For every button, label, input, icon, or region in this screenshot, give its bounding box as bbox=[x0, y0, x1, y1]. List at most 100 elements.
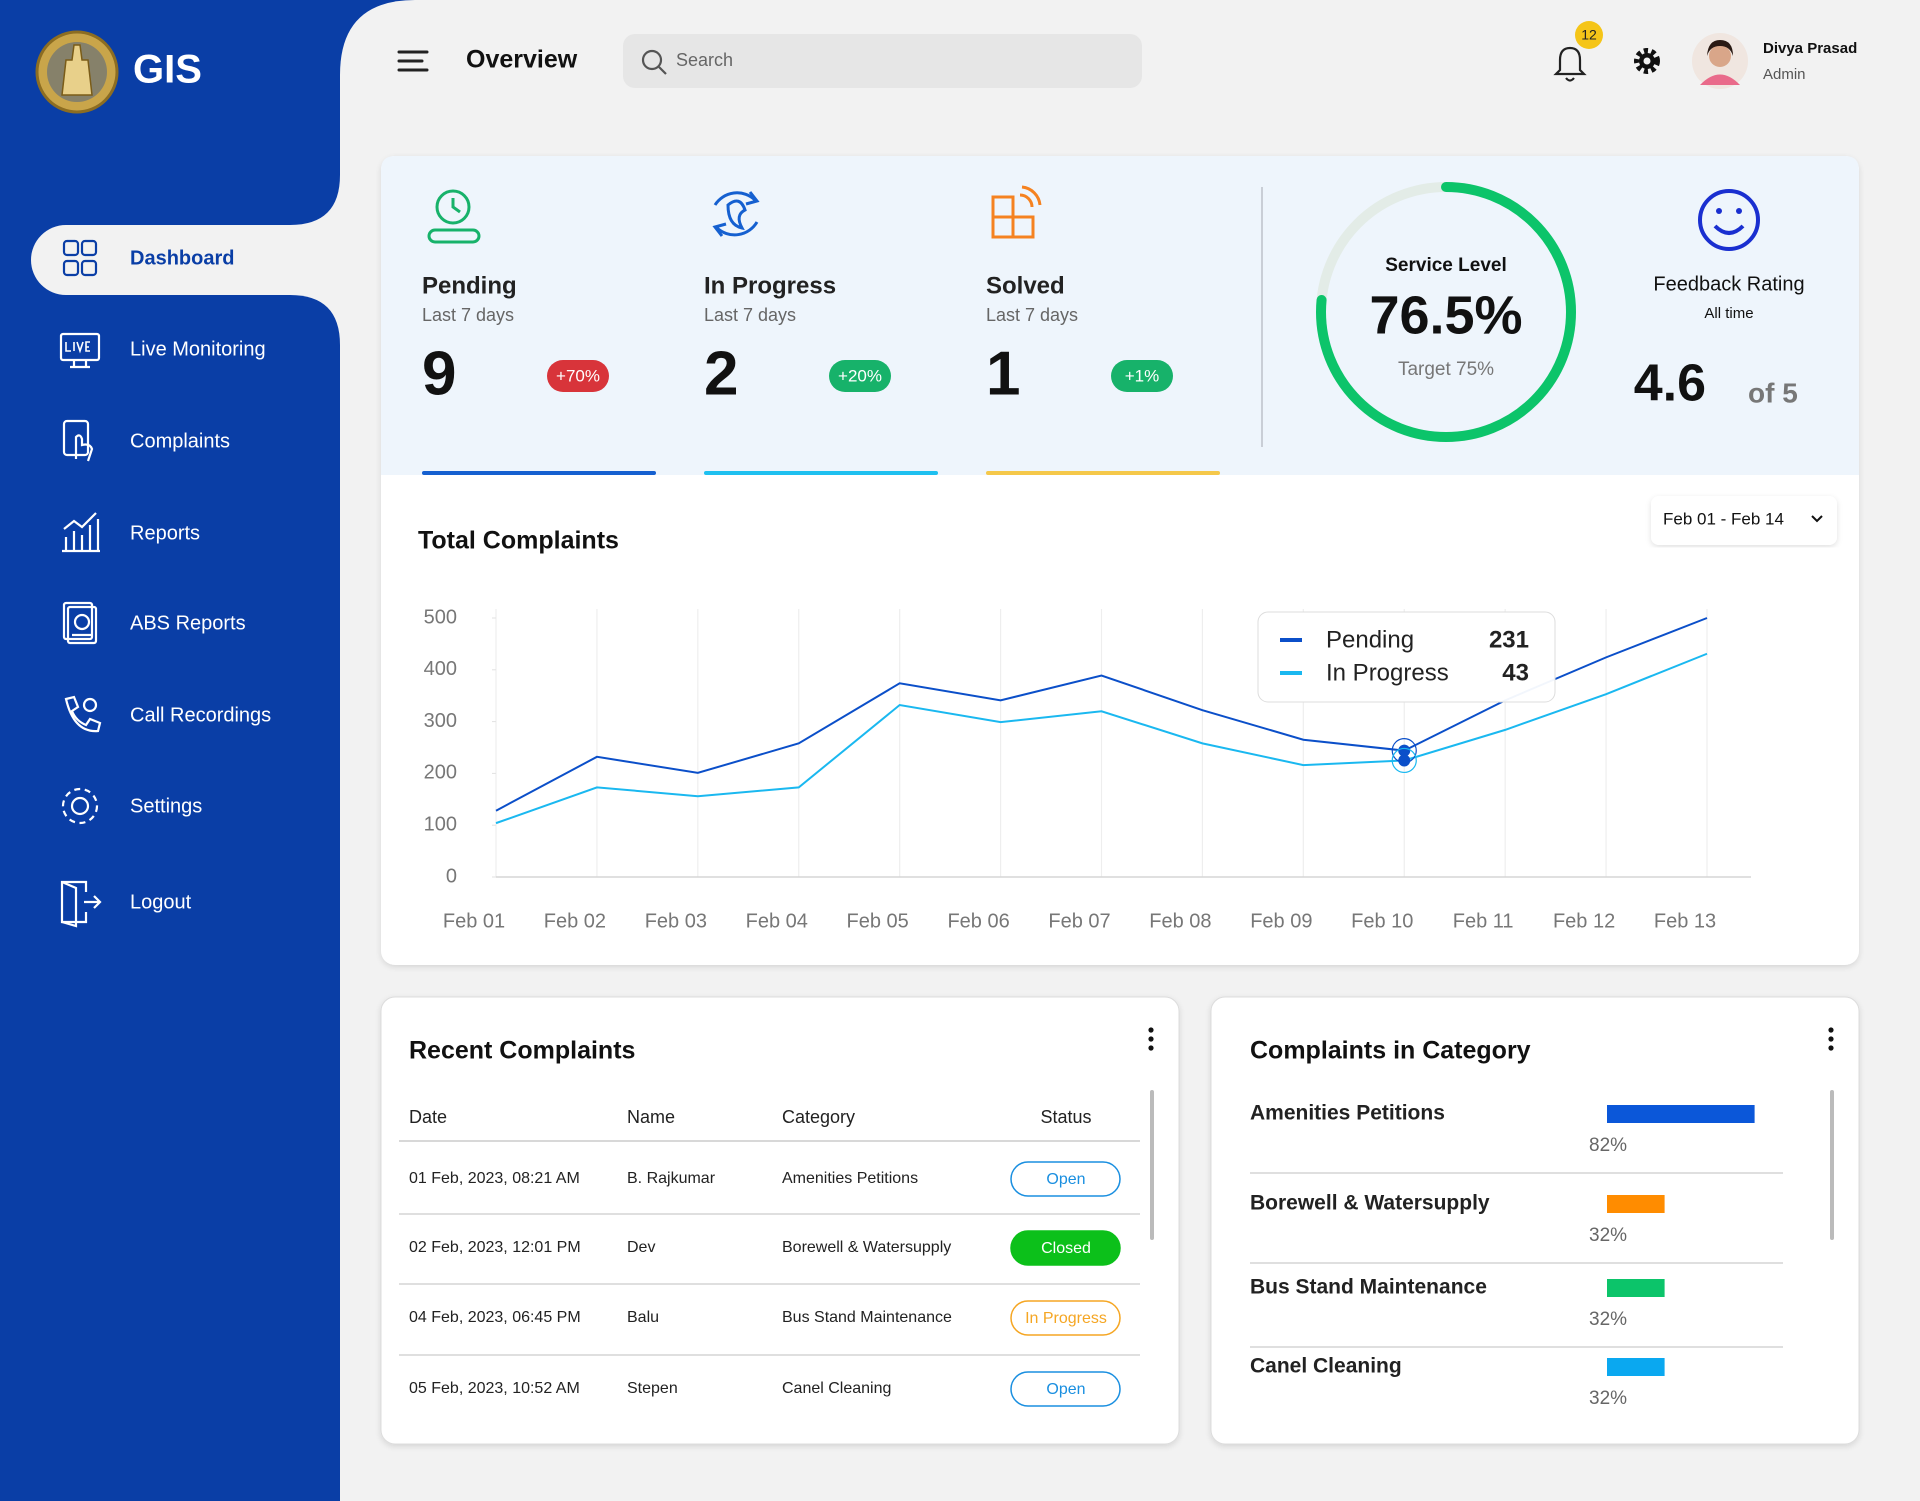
nav-item[interactable]: Reports bbox=[130, 522, 200, 544]
bell-icon[interactable] bbox=[1553, 46, 1587, 82]
y-tick-label: 500 bbox=[424, 606, 457, 628]
x-tick-label: Feb 03 bbox=[645, 910, 707, 932]
nav-item[interactable]: Call Recordings bbox=[130, 704, 271, 726]
date-range-dropdown[interactable] bbox=[1651, 496, 1837, 545]
feedback-period: All time bbox=[1704, 305, 1753, 322]
series-line bbox=[495, 652, 1708, 825]
stat-value: 9 bbox=[422, 339, 456, 408]
table-cell: Bus Stand Maintenance bbox=[782, 1309, 952, 1326]
nav-active-pill[interactable] bbox=[31, 225, 431, 295]
scrollbar[interactable] bbox=[1830, 1090, 1834, 1240]
menu-icon[interactable] bbox=[397, 50, 429, 72]
sidebar-bottom bbox=[0, 295, 340, 1501]
feedback-eye bbox=[1716, 208, 1722, 214]
category-title: Complaints in Category bbox=[1250, 1037, 1531, 1065]
x-tick-label: Feb 05 bbox=[847, 910, 909, 932]
tooltip-name: In Progress bbox=[1326, 659, 1449, 686]
stat-badge bbox=[547, 360, 609, 392]
logo bbox=[35, 30, 119, 114]
category-bar bbox=[1607, 1105, 1755, 1123]
feedback-label: Feedback Rating bbox=[1653, 273, 1804, 295]
stat-period: Last 7 days bbox=[704, 305, 796, 325]
user-role: Admin bbox=[1763, 66, 1806, 83]
tooltip-value: 43 bbox=[1502, 659, 1529, 686]
nav-item[interactable]: Live Monitoring bbox=[130, 338, 266, 360]
category-percent: 32% bbox=[1589, 1388, 1627, 1409]
feedback-eye bbox=[1736, 208, 1742, 214]
x-tick-label: Feb 13 bbox=[1654, 910, 1716, 932]
service-level-value: 76.5% bbox=[1369, 285, 1522, 345]
x-tick-label: Feb 08 bbox=[1149, 910, 1211, 932]
service-level-target: Target 75% bbox=[1398, 359, 1494, 380]
date-range: Feb 01 - Feb 14 bbox=[1663, 509, 1784, 528]
table-cell: Stepen bbox=[627, 1380, 678, 1397]
stat-change: +1% bbox=[1125, 366, 1160, 385]
scrollbar[interactable] bbox=[1150, 1090, 1154, 1240]
nav-icon bbox=[62, 601, 98, 645]
nav-icon bbox=[59, 332, 101, 369]
category-name: Canel Cleaning bbox=[1250, 1355, 1402, 1378]
settings-icon[interactable] bbox=[1634, 48, 1660, 74]
search-box[interactable] bbox=[623, 34, 1142, 88]
y-tick-label: 100 bbox=[424, 813, 457, 835]
nav-item[interactable]: Dashboard bbox=[130, 247, 234, 269]
status-pill[interactable] bbox=[1010, 1161, 1121, 1197]
hover-point bbox=[1398, 754, 1411, 767]
stat-label: In Progress bbox=[704, 272, 836, 299]
category-name: Borewell & Watersupply bbox=[1250, 1192, 1490, 1215]
tooltip-name: Pending bbox=[1326, 626, 1414, 653]
table-cell: Balu bbox=[627, 1309, 659, 1326]
y-tick-label: 200 bbox=[424, 762, 457, 784]
table-cell: Amenities Petitions bbox=[782, 1170, 918, 1187]
status-text: In Progress bbox=[1025, 1310, 1107, 1327]
nav-item[interactable]: ABS Reports bbox=[130, 612, 246, 634]
kebab-menu[interactable] bbox=[1828, 1027, 1834, 1051]
notification-count: 12 bbox=[1581, 27, 1597, 43]
feedback-scale: of 5 bbox=[1748, 377, 1798, 408]
nav-item[interactable]: Settings bbox=[130, 795, 202, 817]
category-bar bbox=[1607, 1195, 1665, 1213]
stat-period: Last 7 days bbox=[422, 305, 514, 325]
table-header: Category bbox=[782, 1107, 855, 1127]
category-name: Amenities Petitions bbox=[1250, 1102, 1445, 1125]
service-ring bbox=[1316, 182, 1576, 442]
avatar[interactable] bbox=[1692, 33, 1748, 89]
category-bar bbox=[1607, 1358, 1665, 1376]
y-tick-label: 400 bbox=[424, 658, 457, 680]
status-pill[interactable] bbox=[1010, 1230, 1121, 1266]
category-percent: 32% bbox=[1589, 1225, 1627, 1246]
status-pill[interactable] bbox=[1010, 1300, 1121, 1336]
hover-halo bbox=[1391, 747, 1417, 774]
stat-period: Last 7 days bbox=[986, 305, 1078, 325]
status-text: Open bbox=[1046, 1171, 1085, 1188]
x-tick-label: Feb 12 bbox=[1553, 910, 1615, 932]
table-cell: 02 Feb, 2023, 12:01 PM bbox=[409, 1239, 581, 1256]
recent-card bbox=[380, 996, 1180, 1445]
x-tick-label: Feb 01 bbox=[443, 910, 505, 932]
stat-change: +20% bbox=[838, 366, 882, 385]
tooltip-value: 231 bbox=[1489, 626, 1529, 653]
notification-badge bbox=[1575, 21, 1603, 49]
status-text: Open bbox=[1046, 1381, 1085, 1398]
solved-icon bbox=[991, 185, 1042, 239]
table-cell: 05 Feb, 2023, 10:52 AM bbox=[409, 1380, 580, 1397]
tooltip bbox=[1257, 611, 1556, 703]
stat-badge bbox=[1111, 360, 1173, 392]
nav-icon bbox=[61, 787, 99, 825]
nav-item[interactable]: Complaints bbox=[130, 430, 230, 452]
service-level-label: Service Level bbox=[1385, 255, 1506, 276]
in-progress-icon bbox=[712, 191, 760, 237]
nav-icon bbox=[62, 512, 100, 553]
nav-item[interactable]: Logout bbox=[130, 891, 192, 913]
stat-underline bbox=[422, 471, 656, 475]
y-tick-label: 0 bbox=[446, 865, 457, 887]
stat-underline bbox=[704, 471, 938, 475]
feedback-value: 4.6 bbox=[1634, 355, 1706, 413]
status-pill[interactable] bbox=[1010, 1371, 1121, 1407]
stat-underline bbox=[986, 471, 1220, 475]
table-header: Status bbox=[1040, 1107, 1091, 1127]
stat-change: +70% bbox=[556, 366, 600, 385]
kebab-menu[interactable] bbox=[1148, 1027, 1154, 1051]
stat-value: 1 bbox=[986, 339, 1020, 408]
